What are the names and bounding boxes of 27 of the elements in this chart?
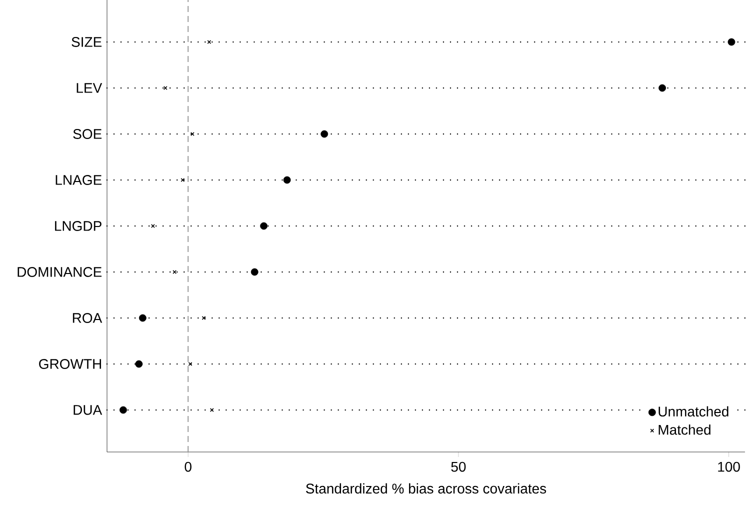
y-tick-label: SIZE [72,37,102,47]
y-tick-label: LNGDP [55,221,102,231]
y-tick-label: DOMINANCE [18,267,102,277]
x-tick-label: 100 [718,462,740,472]
y-tick-label: ROA [72,313,102,323]
x-tick-label: 0 [184,462,192,472]
y-tick-label: LNAGE [56,175,102,185]
point [728,38,736,46]
x-axis-title: Standardized % bias across covariates [306,483,546,494]
point [320,130,328,138]
point [260,222,268,230]
point [120,406,127,414]
point [135,360,143,368]
point [283,176,291,184]
y-tick-label: GROWTH [39,359,102,369]
y-tick-label: LEV [76,83,102,93]
point [172,270,177,274]
y-tick-label: SOE [73,129,102,139]
legend-label: Unmatched [658,406,728,417]
x-tick-label: 50 [451,462,466,472]
point [138,314,146,322]
point [151,224,155,228]
y-tick-label: DUA [74,405,102,415]
point [658,84,666,92]
point [190,132,194,136]
point [250,268,258,276]
legend-label: Matched [658,424,710,435]
